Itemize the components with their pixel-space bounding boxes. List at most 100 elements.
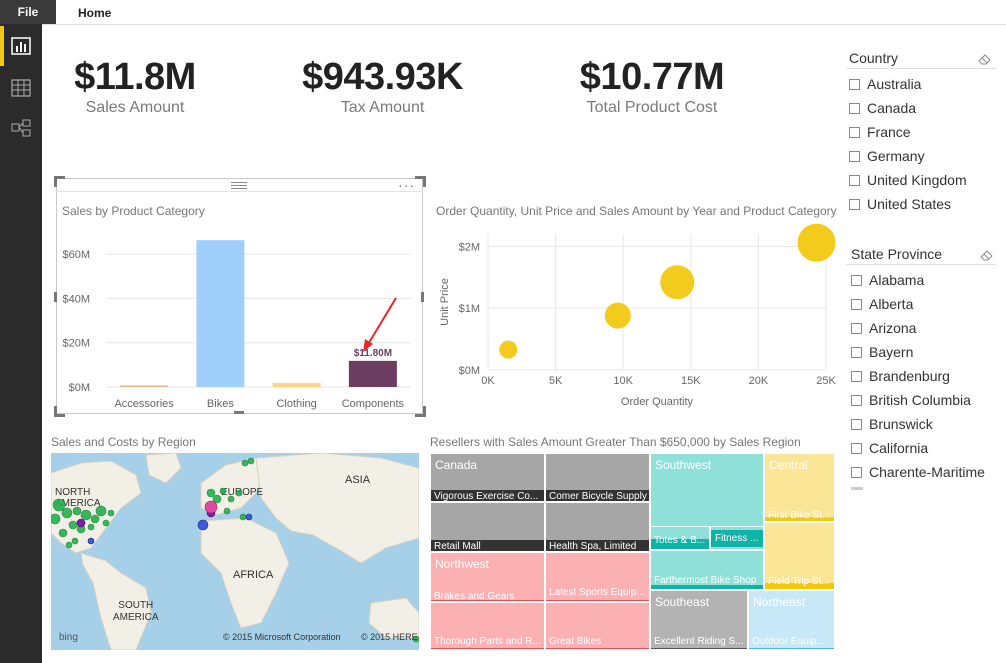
checkbox[interactable] xyxy=(851,466,862,478)
treemap-item-label: Fitness ... xyxy=(715,533,759,544)
card-label: Total Product Cost xyxy=(586,99,718,116)
treemap-tile[interactable]: Retail Mall xyxy=(430,502,545,552)
checkbox[interactable] xyxy=(851,370,862,382)
slicer-item[interactable]: France xyxy=(849,120,996,144)
checkbox[interactable] xyxy=(849,126,860,138)
treemap[interactable]: Canada Vigorous Exercise Co... Comer Bic… xyxy=(430,453,835,650)
data-label: $11.80M xyxy=(354,348,392,359)
treemap-tile[interactable]: Field Trip St... xyxy=(764,522,835,590)
bar-accessories[interactable] xyxy=(120,385,169,387)
treemap-item-label: Totes & B... xyxy=(654,535,706,546)
bar-bikes[interactable] xyxy=(196,240,245,387)
slicer-item[interactable]: Brunswick xyxy=(851,412,996,436)
visual-header xyxy=(56,178,423,192)
treemap-tile[interactable]: Great Bikes xyxy=(545,602,650,650)
slicer-item[interactable]: United States xyxy=(849,192,996,216)
resize-handle[interactable] xyxy=(421,292,424,302)
treemap-tile[interactable]: Latest Sports Equip... xyxy=(545,552,650,602)
checkbox[interactable] xyxy=(851,346,862,358)
treemap-tile[interactable]: Farthermost Bike Shop xyxy=(650,550,764,590)
scatter-point[interactable] xyxy=(660,265,695,300)
card-label: Sales Amount xyxy=(85,99,185,116)
slicer-item[interactable]: Alberta xyxy=(851,292,996,316)
treemap-tile[interactable]: Thorough Parts and R... xyxy=(430,602,545,650)
bar-clothing[interactable] xyxy=(272,383,321,387)
eraser-icon[interactable] xyxy=(980,248,994,266)
scroll-indicator[interactable] xyxy=(851,487,863,490)
slicer-item[interactable]: United Kingdom xyxy=(849,168,996,192)
relationships-view-icon[interactable] xyxy=(0,108,42,148)
map-visual[interactable]: NORTH AMERICA EUROPE ASIA AFRICA SOUTH A… xyxy=(51,453,419,650)
scatter-point[interactable] xyxy=(604,302,631,329)
treemap-tile[interactable]: Health Spa, Limited xyxy=(545,502,650,552)
eraser-icon[interactable] xyxy=(978,52,992,70)
treemap-tile[interactable]: Canada Vigorous Exercise Co... xyxy=(430,453,545,502)
resize-handle[interactable] xyxy=(415,176,426,187)
resize-handle[interactable] xyxy=(54,406,65,417)
slicer-item[interactable]: Charente-Maritime xyxy=(851,460,996,484)
checkbox[interactable] xyxy=(849,78,860,90)
data-view-icon[interactable] xyxy=(0,68,42,108)
bar-chart[interactable]: $0M $20M $40M $60M Accessories Bikes Clothing C… xyxy=(56,222,423,412)
slicer-item-label: Brandenburg xyxy=(869,368,950,384)
treemap-tile[interactable]: Totes & B... xyxy=(650,526,710,550)
report-view-icon[interactable] xyxy=(0,26,42,66)
more-options-icon[interactable]: ··· xyxy=(398,177,415,193)
treemap-tile[interactable]: Southeast Excellent Riding S... xyxy=(650,590,748,650)
card-sales-amount[interactable]: $11.8M Sales Amount xyxy=(55,56,215,117)
slicer-item-label: France xyxy=(867,124,911,140)
slicer-item[interactable]: Germany xyxy=(849,144,996,168)
slicer-list: Alabama Alberta Arizona Bayern Brandenburg Br… xyxy=(851,268,996,484)
treemap-tile[interactable]: Northwest Brakes and Gears xyxy=(430,552,545,602)
active-view-indicator xyxy=(0,26,4,66)
resize-handle[interactable] xyxy=(54,292,57,302)
treemap-tile[interactable]: Central First Bike St... xyxy=(764,453,835,522)
scatter-point[interactable] xyxy=(797,223,836,262)
resize-handle[interactable] xyxy=(415,406,426,417)
treemap-group-label: Central xyxy=(769,458,808,472)
annotation-arrow xyxy=(363,297,397,352)
slicer-item[interactable]: Alabama xyxy=(851,268,996,292)
slicer-item-label: Brunswick xyxy=(869,416,933,432)
slicer-item[interactable]: Canada xyxy=(849,96,996,120)
treemap-tile[interactable]: Northeast Outdoor Equip... xyxy=(748,590,835,650)
slicer-item[interactable]: Brandenburg xyxy=(851,364,996,388)
slicer-item[interactable]: British Columbia xyxy=(851,388,996,412)
home-tab[interactable]: Home xyxy=(78,6,112,20)
checkbox[interactable] xyxy=(851,394,862,406)
scatter-point[interactable] xyxy=(499,340,518,359)
slicer-item[interactable]: California xyxy=(851,436,996,460)
checkbox[interactable] xyxy=(851,322,862,334)
treemap-tile[interactable]: Comer Bicycle Supply xyxy=(545,453,650,502)
resize-handle[interactable] xyxy=(54,176,65,187)
checkbox[interactable] xyxy=(849,102,860,114)
checkbox[interactable] xyxy=(849,150,860,162)
checkbox[interactable] xyxy=(849,198,860,210)
checkbox[interactable] xyxy=(851,442,862,454)
x-tick-label: Components xyxy=(342,398,405,410)
checkbox[interactable] xyxy=(851,298,862,310)
slicer-item-label: Germany xyxy=(867,148,925,164)
card-tax-amount[interactable]: $943.93K Tax Amount xyxy=(290,56,475,117)
state-slicer[interactable]: State Province Alabama Alberta Arizona Baye… xyxy=(846,244,996,494)
bing-logo: bing xyxy=(59,632,78,643)
slicer-item-label: California xyxy=(869,440,929,456)
drag-handle-icon[interactable] xyxy=(231,181,247,189)
slicer-item[interactable]: Arizona xyxy=(851,316,996,340)
file-tab[interactable]: File xyxy=(0,0,56,24)
country-slicer[interactable]: Country Australia Canada France Germany Unit… xyxy=(846,48,996,220)
treemap-item-label: Thorough Parts and R... xyxy=(434,636,541,647)
bar-components[interactable] xyxy=(348,360,397,387)
slicer-item[interactable]: Australia xyxy=(849,72,996,96)
checkbox[interactable] xyxy=(851,418,862,430)
checkbox[interactable] xyxy=(849,174,860,186)
y-tick-label: $0M xyxy=(69,382,90,394)
resize-handle[interactable] xyxy=(234,411,244,414)
checkbox[interactable] xyxy=(851,274,862,286)
treemap-tile[interactable]: Fitness ... xyxy=(710,526,764,550)
card-total-product-cost[interactable]: $10.77M Total Product Cost xyxy=(562,56,742,117)
treemap-item-label: First Bike St... xyxy=(768,510,831,521)
slicer-item[interactable]: Bayern xyxy=(851,340,996,364)
y-tick-label: $60M xyxy=(62,249,90,261)
scatter-chart[interactable]: $0M $1M $2M 0K 5K 10K 15K 20K 25K Order Quantity U… xyxy=(430,222,840,418)
